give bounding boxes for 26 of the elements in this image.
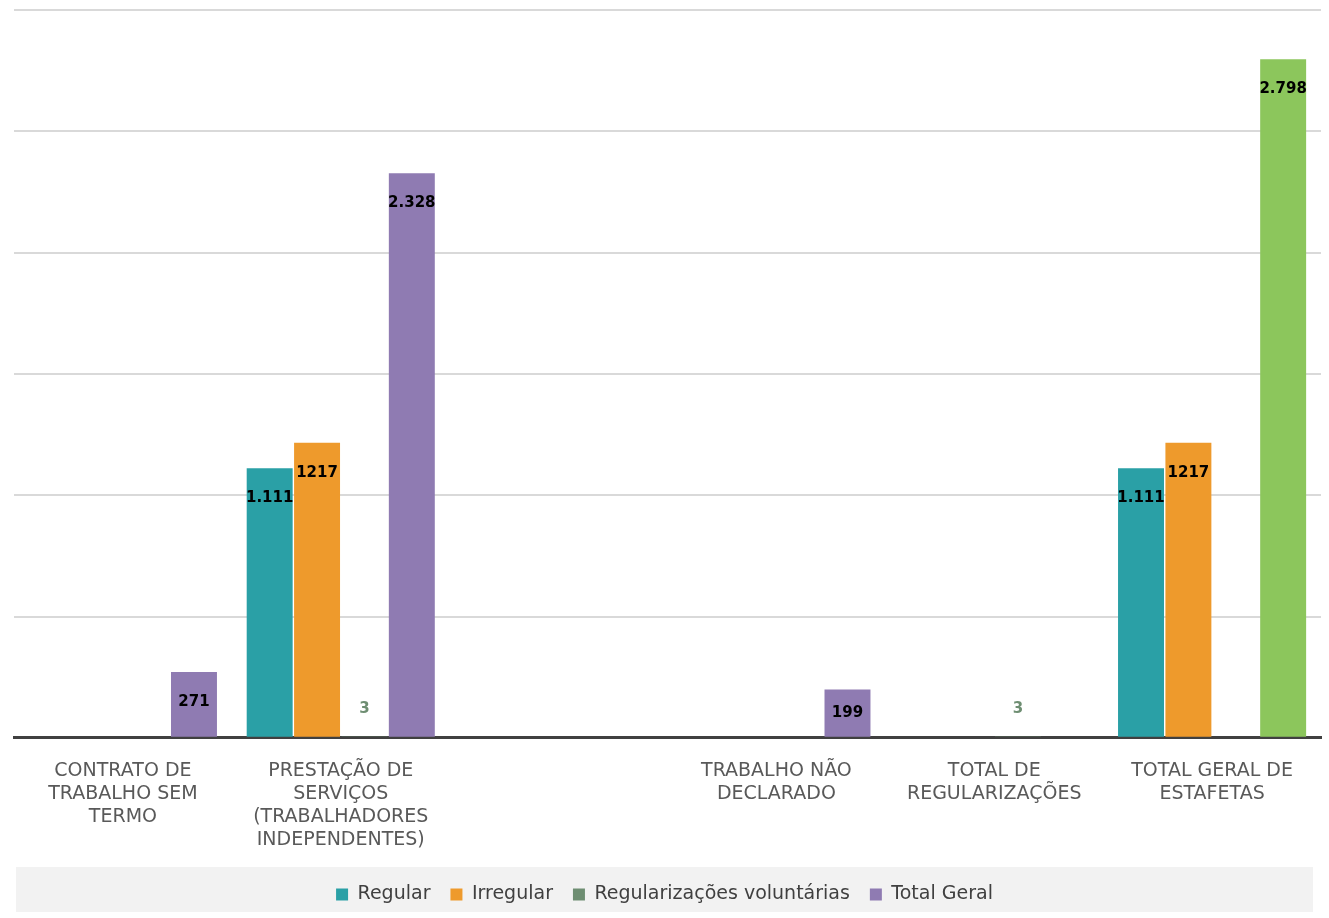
data-label: 3	[359, 698, 370, 717]
data-label: 2.798	[1259, 79, 1307, 98]
legend-label: Regular	[357, 881, 431, 904]
data-label: 1217	[1167, 462, 1210, 481]
x-tick-label: PRESTAÇÃO DE SERVIÇOS (TRABALHADORES INDEPENDENTES)	[253, 758, 429, 849]
data-label: 2.328	[388, 193, 436, 212]
legend-label: Regularizações voluntárias	[594, 881, 850, 904]
data-label: 271	[178, 691, 210, 710]
x-tick-label: TOTAL DE REGULARIZAÇÕES	[906, 758, 1082, 803]
bar	[171, 672, 217, 737]
x-tick-label: TOTAL GERAL DE ESTAFETAS	[1130, 758, 1293, 803]
legend-label: Irregular	[471, 881, 554, 904]
data-label: 3	[1012, 698, 1024, 717]
legend-label: Total Geral	[890, 881, 993, 904]
data-label: 1.111	[245, 488, 294, 507]
bar	[294, 442, 341, 737]
x-tick-label: CONTRATO DE TRABALHO SEM TERMO	[47, 758, 198, 826]
bar	[1260, 59, 1307, 737]
bar	[388, 173, 435, 737]
data-label: 1217	[296, 462, 338, 481]
bar	[1118, 468, 1164, 737]
x-tick-label: TRABALHO NÃO DECLARADO	[700, 758, 852, 803]
data-label: 199	[831, 703, 864, 722]
bar	[246, 468, 293, 737]
bar	[1165, 442, 1212, 737]
data-label: 1.111	[1117, 488, 1165, 507]
